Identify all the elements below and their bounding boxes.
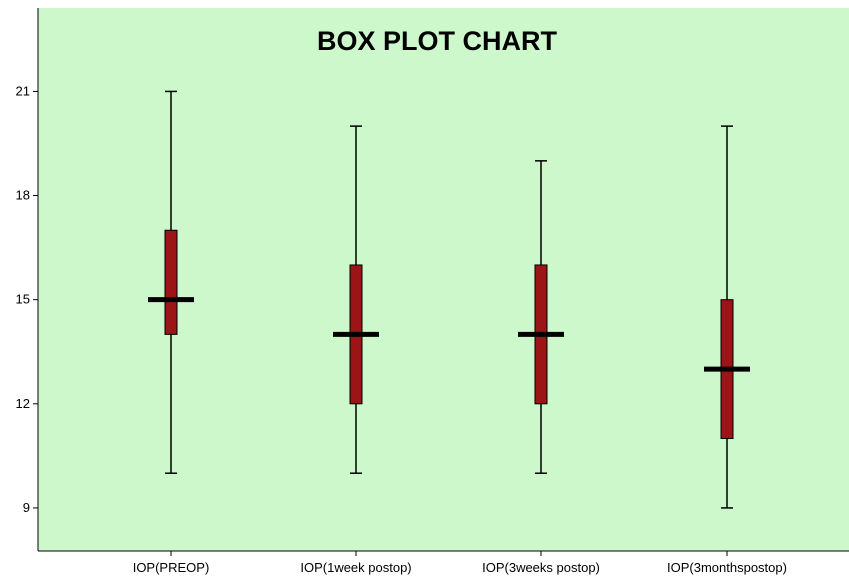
box-marks xyxy=(148,90,750,509)
y-tick-label: 21 xyxy=(16,83,30,98)
x-tick-label: IOP(1week postop) xyxy=(300,560,411,575)
box-4 xyxy=(704,125,750,509)
axes: 9 12 15 18 21 IOP(PREOP) IOP(1week postop) IOP(… xyxy=(16,8,849,575)
y-tick-label: 12 xyxy=(16,396,30,411)
chart-title: BOX PLOT CHART xyxy=(317,26,558,56)
box-2 xyxy=(333,125,379,474)
x-tick-label: IOP(3weeks postop) xyxy=(482,560,600,575)
y-tick-label: 15 xyxy=(16,292,30,307)
x-tick-label: IOP(3monthspostop) xyxy=(667,560,787,575)
y-tick-label: 9 xyxy=(23,500,30,515)
box-iqr xyxy=(164,229,178,335)
box-3 xyxy=(518,160,564,474)
x-tick-label: IOP(PREOP) xyxy=(133,560,210,575)
box-1 xyxy=(148,90,194,474)
y-tick-label: 18 xyxy=(16,188,30,203)
